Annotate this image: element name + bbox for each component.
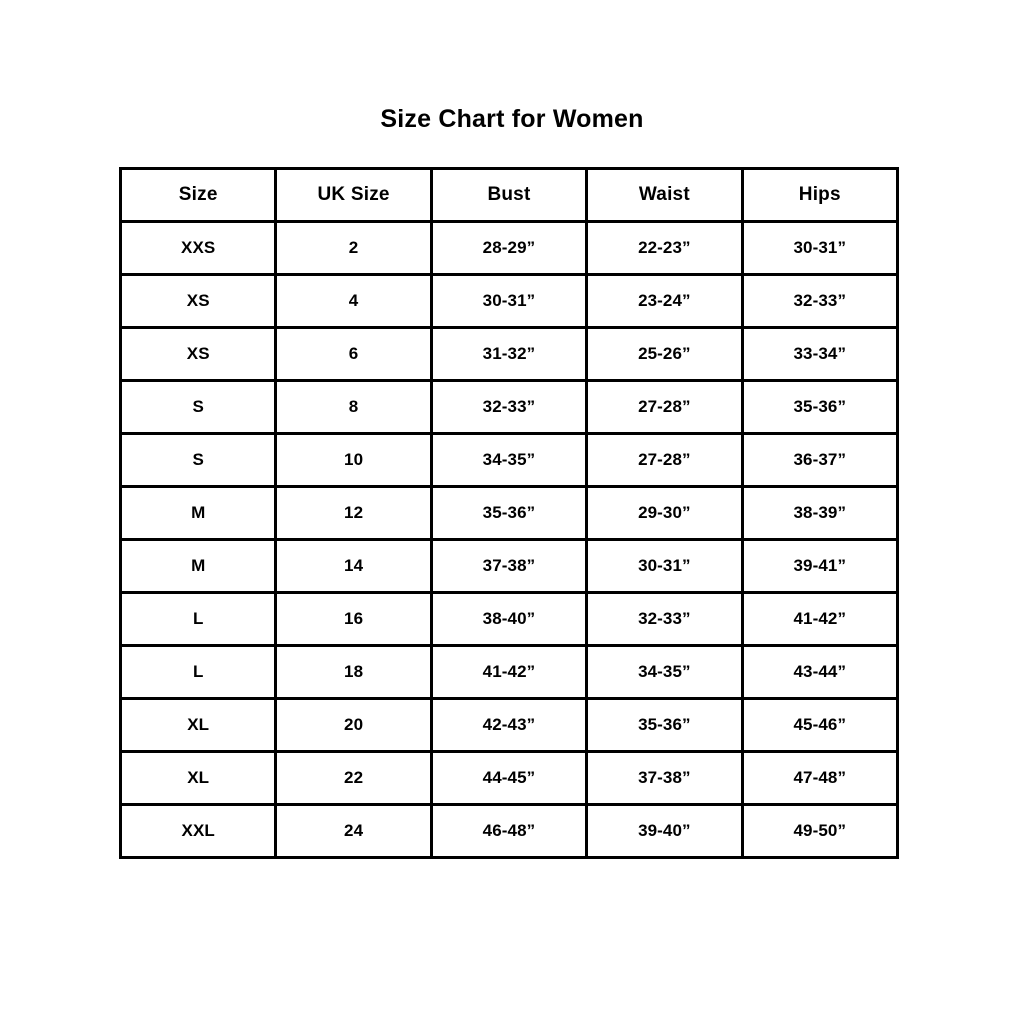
- cell-uk-size: 6: [274, 326, 433, 382]
- table-row: XL 20 42-43” 35-36” 45-46”: [118, 697, 900, 753]
- cell-hips: 43-44”: [740, 644, 900, 700]
- cell-hips: 45-46”: [740, 697, 900, 753]
- cell-size: L: [118, 591, 278, 647]
- table-row: M 14 37-38” 30-31” 39-41”: [118, 538, 900, 594]
- size-chart-container: Size UK Size Bust Waist Hips XXS 2 28-29” 2…: [118, 167, 900, 859]
- column-header-waist: Waist: [585, 167, 744, 223]
- cell-bust: 35-36”: [429, 485, 589, 541]
- cell-size: M: [118, 485, 278, 541]
- cell-waist: 32-33”: [585, 591, 744, 647]
- cell-waist: 30-31”: [585, 538, 744, 594]
- column-header-hips: Hips: [740, 167, 900, 223]
- table-row: XS 6 31-32” 25-26” 33-34”: [118, 326, 900, 382]
- table-row: M 12 35-36” 29-30” 38-39”: [118, 485, 900, 541]
- cell-size: S: [118, 379, 278, 435]
- column-header-uk-size: UK Size: [274, 167, 433, 223]
- cell-waist: 25-26”: [585, 326, 744, 382]
- table-row: XXS 2 28-29” 22-23” 30-31”: [118, 220, 900, 276]
- cell-uk-size: 2: [274, 220, 433, 276]
- cell-bust: 28-29”: [429, 220, 589, 276]
- cell-bust: 37-38”: [429, 538, 589, 594]
- cell-waist: 29-30”: [585, 485, 744, 541]
- cell-size: XXL: [118, 803, 278, 859]
- table-row: XS 4 30-31” 23-24” 32-33”: [118, 273, 900, 329]
- cell-bust: 41-42”: [429, 644, 589, 700]
- cell-uk-size: 22: [274, 750, 433, 806]
- cell-size: S: [118, 432, 278, 488]
- cell-size: XS: [118, 273, 278, 329]
- cell-bust: 34-35”: [429, 432, 589, 488]
- cell-hips: 39-41”: [740, 538, 900, 594]
- cell-bust: 46-48”: [429, 803, 589, 859]
- cell-bust: 42-43”: [429, 697, 589, 753]
- table-row: S 8 32-33” 27-28” 35-36”: [118, 379, 900, 435]
- cell-hips: 47-48”: [740, 750, 900, 806]
- page-title: Size Chart for Women: [380, 105, 644, 133]
- cell-hips: 38-39”: [740, 485, 900, 541]
- cell-waist: 27-28”: [585, 379, 744, 435]
- table-header: Size UK Size Bust Waist Hips: [118, 167, 900, 223]
- cell-waist: 34-35”: [585, 644, 744, 700]
- table-row: XXL 24 46-48” 39-40” 49-50”: [118, 803, 900, 859]
- cell-waist: 39-40”: [585, 803, 744, 859]
- cell-uk-size: 24: [274, 803, 433, 859]
- cell-size: XS: [118, 326, 278, 382]
- cell-waist: 37-38”: [585, 750, 744, 806]
- cell-bust: 32-33”: [429, 379, 589, 435]
- cell-hips: 32-33”: [740, 273, 900, 329]
- column-header-size: Size: [118, 167, 278, 223]
- table-body: XXS 2 28-29” 22-23” 30-31” XS 4 30-31” 23-24” 32-…: [118, 220, 900, 859]
- cell-waist: 22-23”: [585, 220, 744, 276]
- cell-bust: 38-40”: [429, 591, 589, 647]
- cell-waist: 35-36”: [585, 697, 744, 753]
- cell-hips: 35-36”: [740, 379, 900, 435]
- column-header-bust: Bust: [429, 167, 589, 223]
- cell-uk-size: 10: [274, 432, 433, 488]
- table-header-row: Size UK Size Bust Waist Hips: [118, 167, 900, 223]
- cell-uk-size: 14: [274, 538, 433, 594]
- cell-waist: 23-24”: [585, 273, 744, 329]
- cell-size: XL: [118, 750, 278, 806]
- cell-hips: 30-31”: [740, 220, 900, 276]
- size-chart-table: Size UK Size Bust Waist Hips XXS 2 28-29” 2…: [118, 167, 900, 859]
- cell-uk-size: 18: [274, 644, 433, 700]
- table-row: L 16 38-40” 32-33” 41-42”: [118, 591, 900, 647]
- cell-bust: 31-32”: [429, 326, 589, 382]
- table-row: S 10 34-35” 27-28” 36-37”: [118, 432, 900, 488]
- cell-hips: 33-34”: [740, 326, 900, 382]
- table-row: L 18 41-42” 34-35” 43-44”: [118, 644, 900, 700]
- cell-uk-size: 4: [274, 273, 433, 329]
- cell-uk-size: 16: [274, 591, 433, 647]
- cell-uk-size: 8: [274, 379, 433, 435]
- cell-hips: 49-50”: [740, 803, 900, 859]
- cell-size: M: [118, 538, 278, 594]
- cell-hips: 41-42”: [740, 591, 900, 647]
- table-row: XL 22 44-45” 37-38” 47-48”: [118, 750, 900, 806]
- cell-uk-size: 12: [274, 485, 433, 541]
- cell-size: XXS: [118, 220, 278, 276]
- cell-hips: 36-37”: [740, 432, 900, 488]
- cell-bust: 44-45”: [429, 750, 589, 806]
- cell-bust: 30-31”: [429, 273, 589, 329]
- cell-size: L: [118, 644, 278, 700]
- cell-waist: 27-28”: [585, 432, 744, 488]
- cell-size: XL: [118, 697, 278, 753]
- cell-uk-size: 20: [274, 697, 433, 753]
